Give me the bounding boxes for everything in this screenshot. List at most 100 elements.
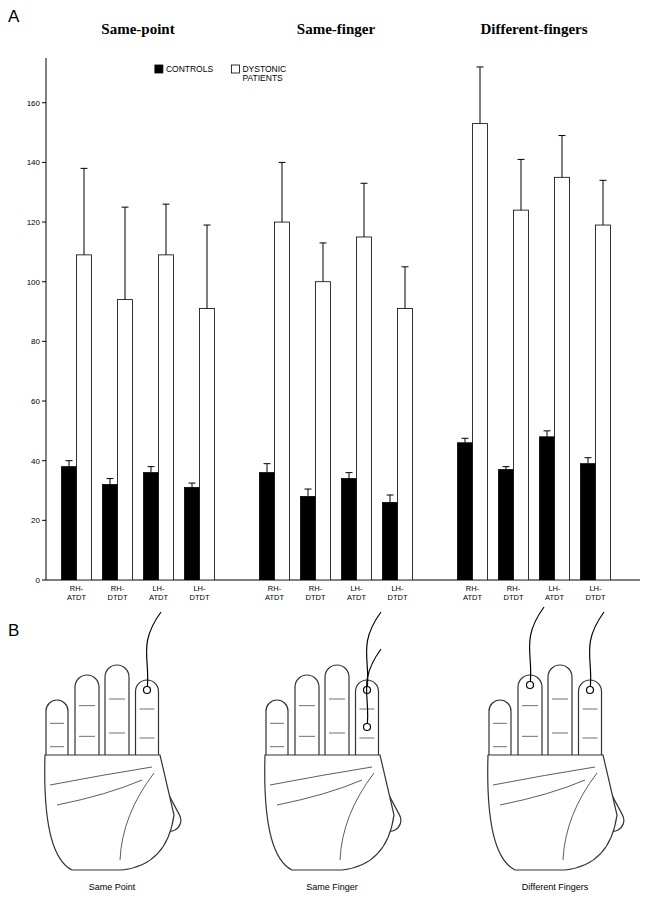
y-tick-label: 20 [31, 516, 40, 525]
error-cap [518, 159, 525, 160]
crease [552, 733, 568, 734]
error-bar [305, 489, 312, 496]
x-tick-label: LH-DTDT [388, 584, 408, 602]
crease [50, 723, 64, 724]
palm-line [563, 773, 597, 860]
x-tick-label: RH-DTDT [504, 584, 524, 602]
bar [514, 210, 529, 580]
error-stem [521, 159, 522, 210]
label-line: ATDT [67, 593, 86, 602]
error-stem [69, 461, 70, 467]
y-tick [42, 281, 46, 282]
error-stem [349, 473, 350, 479]
hand-diagram [45, 612, 185, 870]
bar [301, 496, 316, 580]
y-tick [42, 520, 46, 521]
error-bar [462, 438, 469, 442]
error-bar [544, 431, 551, 437]
error-bar [503, 467, 510, 470]
error-stem [267, 464, 268, 473]
y-tick-label: 40 [31, 457, 40, 466]
y-tick-label: 0 [36, 576, 41, 585]
error-cap [204, 225, 211, 226]
error-bar [189, 483, 196, 487]
label-line: LH- [589, 584, 602, 593]
label-line: DTDT [388, 593, 408, 602]
error-bar [387, 495, 394, 502]
bar [596, 225, 611, 580]
y-tick-label: 120 [27, 218, 41, 227]
bar [62, 467, 77, 580]
y-axis [46, 58, 47, 580]
error-cap [107, 478, 114, 479]
error-bar [148, 467, 155, 473]
electrode [364, 724, 371, 731]
bar [342, 479, 357, 580]
error-bar [107, 479, 114, 485]
error-stem [192, 483, 193, 487]
x-tick-label: LH-ATDT [347, 584, 366, 602]
label-line: LH- [548, 584, 561, 593]
bars [62, 67, 611, 580]
error-cap [402, 266, 409, 267]
label-line: DTDT [108, 593, 128, 602]
bar [200, 309, 215, 580]
palm-line [500, 780, 585, 805]
palm-line [340, 773, 374, 860]
error-bar [279, 162, 286, 222]
y-tick [42, 102, 46, 103]
error-cap [600, 180, 607, 181]
finger [295, 675, 319, 767]
bar [144, 473, 159, 580]
crease [583, 709, 598, 710]
error-cap [66, 460, 73, 461]
bar [118, 300, 133, 580]
electrode [587, 687, 594, 694]
palm-line [277, 780, 362, 805]
bar [77, 255, 92, 580]
diagram-label: Same Finger [306, 882, 358, 892]
legend-swatch [231, 65, 239, 73]
electrode-wire [147, 612, 162, 690]
legend-label: CONTROLS [166, 64, 214, 74]
electrode-wire [530, 607, 545, 685]
label-line: DTDT [504, 593, 524, 602]
bar [398, 309, 413, 580]
crease [299, 736, 315, 737]
error-cap [264, 463, 271, 464]
finger [105, 665, 129, 767]
error-stem [547, 431, 548, 437]
crease [109, 699, 125, 700]
legend-swatch [155, 65, 163, 73]
label-line: LH- [391, 584, 404, 593]
label-line: DTDT [306, 593, 326, 602]
label-line: ATDT [265, 593, 284, 602]
label-line: ATDT [149, 593, 168, 602]
error-bar [163, 204, 170, 255]
bar [555, 177, 570, 580]
error-stem [603, 180, 604, 225]
label-line: RH- [70, 584, 84, 593]
finger [75, 675, 99, 767]
bar [458, 443, 473, 580]
y-tick-label: 80 [31, 337, 40, 346]
x-tick-label: RH-ATDT [67, 584, 86, 602]
label-line: ATDT [347, 593, 366, 602]
label-line: RH- [268, 584, 282, 593]
error-bar [361, 183, 368, 237]
error-cap [585, 457, 592, 458]
bar [540, 437, 555, 580]
legend-label: DYSTONICPATIENTS [242, 64, 286, 83]
label-line: PATIENTS [242, 73, 283, 83]
error-bar [518, 159, 525, 210]
panel-label: B [8, 621, 19, 640]
x-tick-label: RH-ATDT [463, 584, 482, 602]
label-line: LH- [152, 584, 165, 593]
error-cap [346, 472, 353, 473]
error-cap [81, 168, 88, 169]
bar [581, 464, 596, 580]
error-cap [503, 466, 510, 467]
error-stem [207, 225, 208, 309]
error-stem [390, 495, 391, 502]
error-stem [323, 243, 324, 282]
